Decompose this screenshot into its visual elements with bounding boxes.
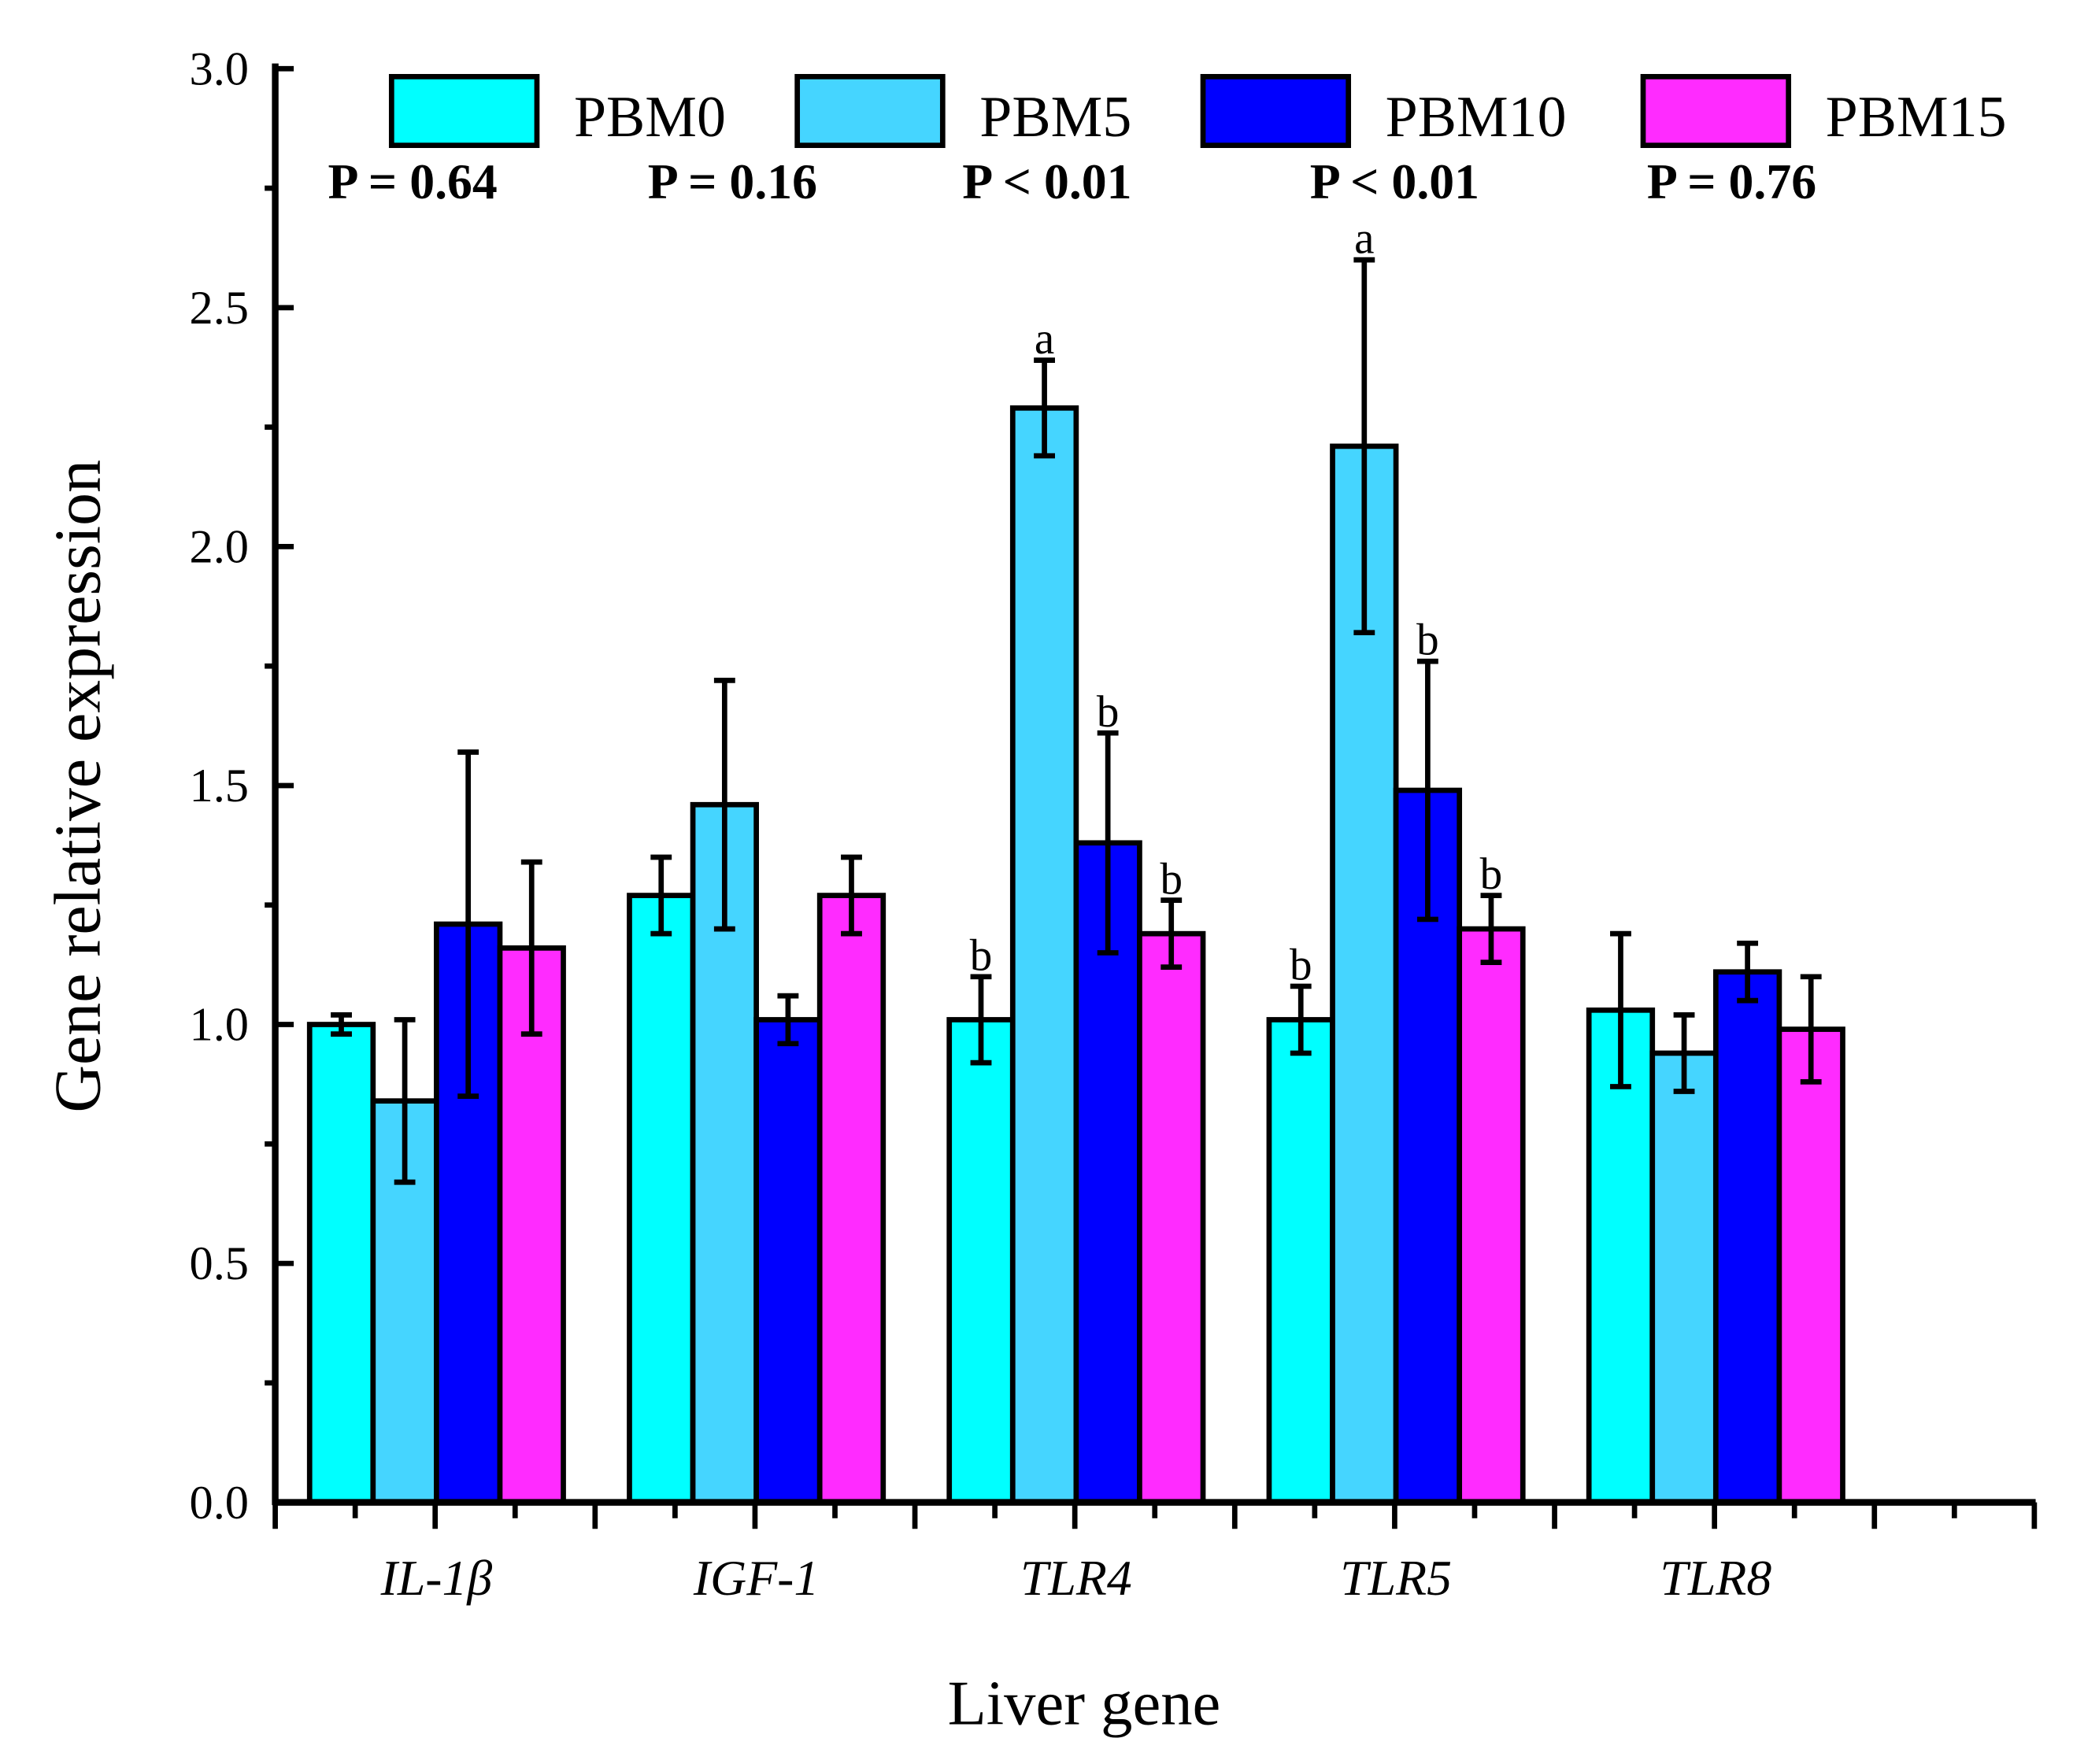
legend-label-PBM5: PBM5 — [979, 84, 1131, 149]
bar-PBM15-TLR8 — [1776, 1026, 1845, 1505]
p-value-label: P < 0.01 — [1310, 153, 1479, 209]
legend-swatch-PBM15 — [1640, 74, 1792, 149]
significance-letter: b — [1416, 616, 1439, 665]
bar-PBM0-IL-1β — [306, 1022, 376, 1505]
p-value-label: P = 0.64 — [328, 153, 498, 209]
bar-PBM10-IGF-1 — [753, 1017, 823, 1505]
significance-letter: b — [1097, 687, 1120, 737]
significance-letter: a — [1354, 214, 1374, 264]
x-tick-label: IL-1β — [380, 1550, 493, 1606]
y-axis-label: Gene relative expression — [41, 460, 114, 1113]
bar-PBM15-TLR5 — [1457, 926, 1526, 1505]
y-tick-label: 2.5 — [189, 282, 249, 335]
bar-PBM0-TLR5 — [1266, 1017, 1335, 1505]
significance-letter: b — [1160, 854, 1183, 904]
y-tick-label: 2.0 — [189, 521, 249, 574]
bar-PBM0-TLR4 — [946, 1017, 1016, 1505]
p-value-label: P = 0.76 — [1647, 153, 1816, 209]
y-tick-label: 0.5 — [189, 1237, 249, 1290]
bar-PBM5-TLR4 — [1009, 405, 1079, 1505]
x-tick-label: IGF-1 — [693, 1550, 819, 1606]
significance-letter: b — [1290, 941, 1312, 990]
p-value-label: P < 0.01 — [962, 153, 1131, 209]
legend-swatch-PBM0 — [388, 74, 540, 149]
y-tick-label: 0.0 — [189, 1477, 249, 1529]
bar-PBM10-TLR8 — [1712, 969, 1782, 1505]
legend-label-PBM0: PBM0 — [574, 84, 726, 149]
x-tick-label: TLR4 — [1020, 1550, 1132, 1606]
bar-PBM0-TLR8 — [1586, 1007, 1656, 1505]
x-axis-label: Liver gene — [948, 1669, 1221, 1739]
bar-PBM0-IGF-1 — [627, 893, 696, 1505]
y-tick-label: 1.5 — [189, 760, 249, 812]
significance-letter: b — [1480, 849, 1503, 899]
legend-swatch-PBM5 — [794, 74, 946, 149]
legend-swatch-PBM10 — [1200, 74, 1352, 149]
legend-label-PBM15: PBM15 — [1826, 84, 2007, 149]
legend-label-PBM10: PBM10 — [1386, 84, 1567, 149]
y-tick-label: 3.0 — [189, 43, 249, 95]
y-tick-label: 1.0 — [189, 999, 249, 1052]
p-value-label: P = 0.16 — [648, 153, 817, 209]
bar-PBM15-IGF-1 — [816, 893, 887, 1505]
significance-letter: a — [1035, 314, 1054, 364]
bar-PBM5-TLR8 — [1649, 1050, 1719, 1505]
x-tick-label: TLR8 — [1660, 1550, 1771, 1606]
x-tick-label: TLR5 — [1340, 1550, 1452, 1606]
significance-letter: b — [970, 930, 993, 980]
bar-PBM15-TLR4 — [1137, 930, 1206, 1505]
